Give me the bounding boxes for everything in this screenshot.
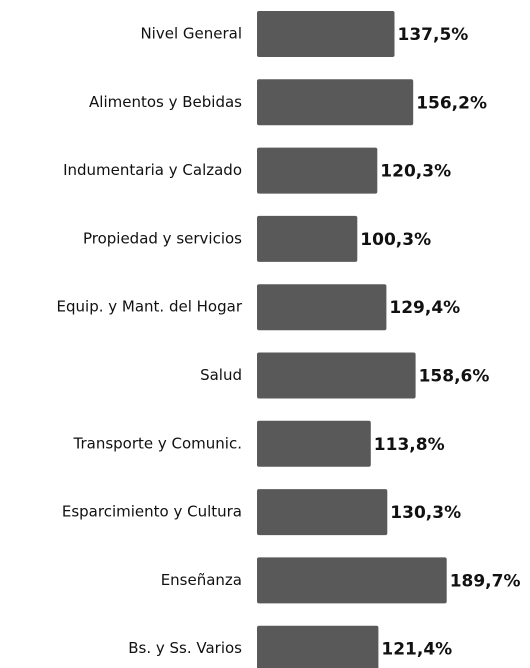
- category-label: Bs. y Ss. Varios: [128, 639, 242, 657]
- category-label: Equip. y Mant. del Hogar: [57, 298, 243, 316]
- value-label: 137,5%: [398, 25, 469, 45]
- bar: [257, 11, 395, 57]
- category-label: Indumentaria y Calzado: [63, 161, 242, 179]
- bar: [257, 352, 416, 399]
- bar: [257, 420, 371, 467]
- category-label: Salud: [200, 366, 242, 384]
- category-label: Propiedad y servicios: [83, 229, 242, 247]
- bar: [257, 147, 378, 194]
- value-label: 158,6%: [419, 367, 490, 387]
- value-label: 130,3%: [390, 503, 461, 523]
- bar: [257, 79, 414, 126]
- value-label: 121,4%: [381, 640, 452, 660]
- value-label: 120,3%: [380, 162, 451, 182]
- bar: [257, 284, 387, 331]
- value-label: 129,4%: [389, 298, 460, 318]
- bar: [257, 215, 358, 262]
- category-label: Enseñanza: [161, 571, 242, 589]
- category-label: Esparcimiento y Cultura: [62, 503, 242, 521]
- bar: [257, 625, 379, 668]
- bar: [257, 557, 447, 604]
- value-label: 156,2%: [416, 93, 487, 113]
- value-label: 189,7%: [450, 571, 521, 591]
- bar: [257, 489, 388, 536]
- category-label: Nivel General: [140, 25, 242, 43]
- value-label: 113,8%: [374, 435, 445, 455]
- category-label: Transporte y Comunic.: [73, 434, 243, 452]
- value-label: 100,3%: [360, 230, 431, 250]
- category-label: Alimentos y Bebidas: [89, 93, 242, 111]
